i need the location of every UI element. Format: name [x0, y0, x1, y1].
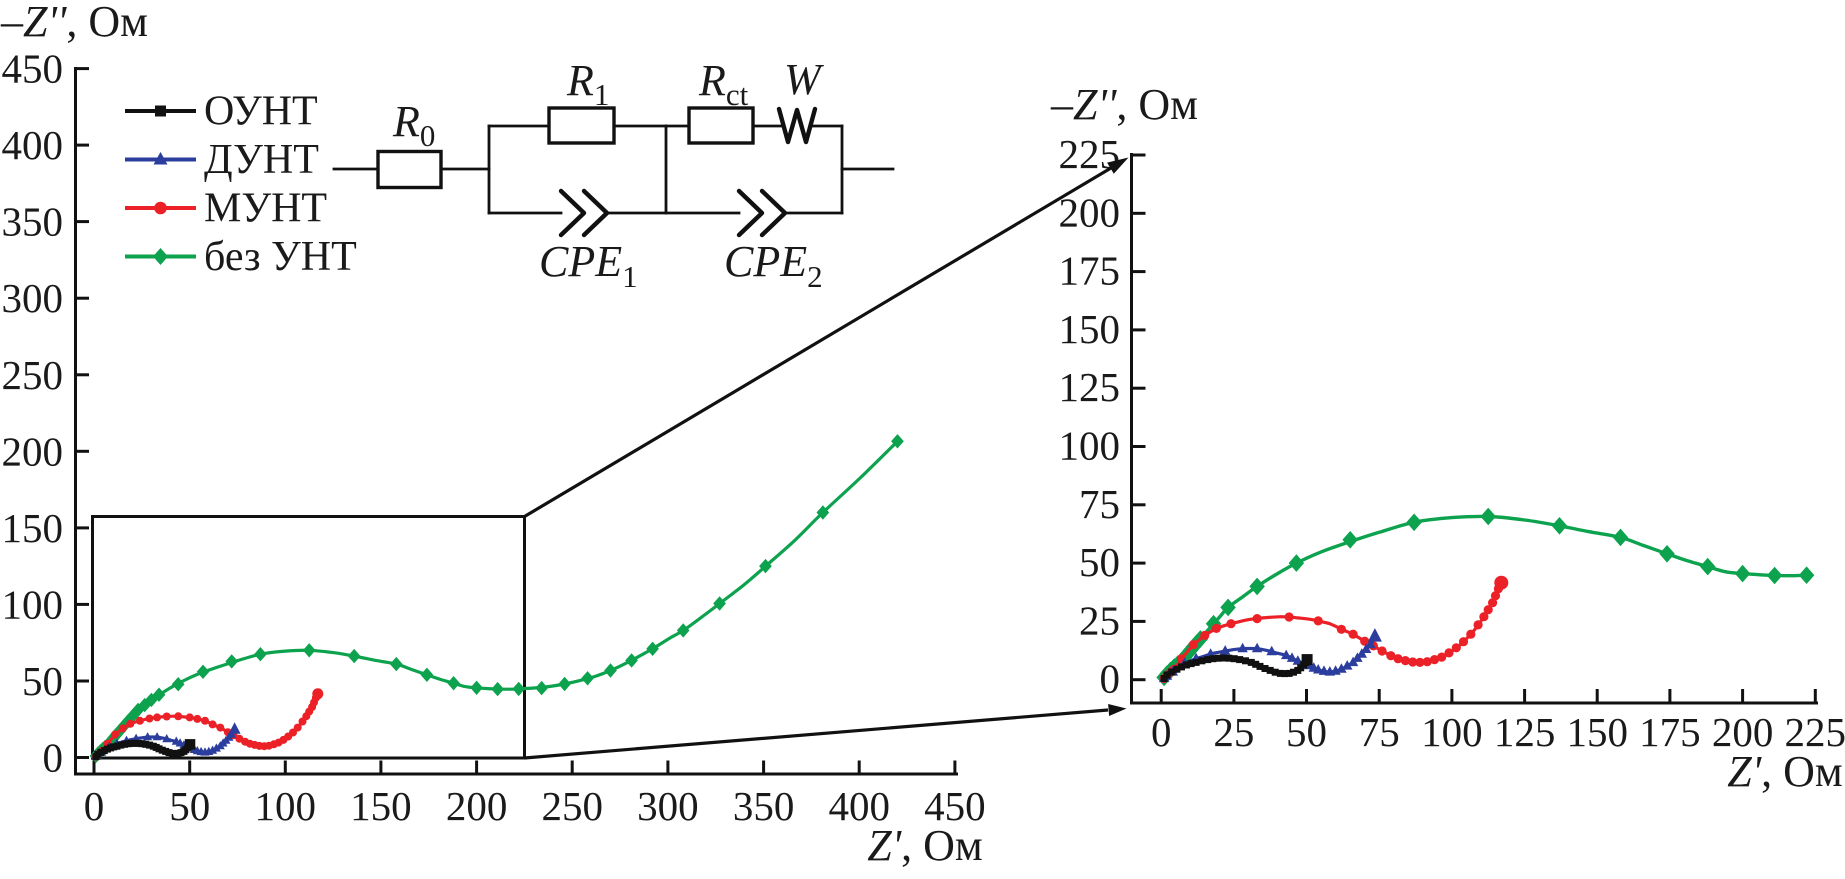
svg-text:ДУНТ: ДУНТ — [204, 137, 319, 183]
svg-text:ОУНТ: ОУНТ — [204, 89, 318, 135]
svg-text:Z', Ом: Z', Ом — [867, 821, 983, 870]
svg-text:50: 50 — [1079, 539, 1120, 585]
svg-text:350: 350 — [2, 199, 64, 245]
svg-text:без УНТ: без УНТ — [204, 234, 357, 280]
svg-text:400: 400 — [828, 783, 890, 829]
svg-text:400: 400 — [2, 122, 64, 168]
svg-text:175: 175 — [1639, 709, 1701, 755]
svg-text:CPE2: CPE2 — [724, 237, 823, 294]
svg-text:250: 250 — [541, 783, 603, 829]
svg-text:МУНТ: МУНТ — [204, 186, 327, 232]
svg-text:R1: R1 — [566, 56, 609, 112]
svg-text:–Z'', Ом: –Z'', Ом — [0, 0, 148, 46]
svg-text:–Z'', Ом: –Z'', Ом — [1050, 80, 1198, 129]
svg-text:100: 100 — [1421, 709, 1483, 755]
svg-text:125: 125 — [1494, 709, 1556, 755]
svg-text:250: 250 — [2, 352, 64, 398]
svg-text:150: 150 — [350, 783, 412, 829]
svg-text:50: 50 — [169, 783, 210, 829]
svg-text:200: 200 — [1712, 709, 1774, 755]
svg-text:200: 200 — [446, 783, 508, 829]
svg-text:W: W — [784, 55, 824, 104]
svg-text:50: 50 — [22, 658, 63, 704]
svg-text:0: 0 — [1100, 656, 1121, 702]
svg-text:25: 25 — [1213, 709, 1254, 755]
svg-text:Z', Ом: Z', Ом — [1727, 747, 1843, 796]
svg-text:450: 450 — [2, 46, 64, 92]
svg-text:75: 75 — [1079, 481, 1120, 527]
svg-text:225: 225 — [1059, 131, 1121, 177]
svg-text:75: 75 — [1359, 709, 1400, 755]
svg-text:150: 150 — [1059, 306, 1121, 352]
svg-text:150: 150 — [2, 505, 64, 551]
svg-text:25: 25 — [1079, 597, 1120, 643]
svg-text:125: 125 — [1059, 364, 1121, 410]
svg-text:0: 0 — [43, 735, 64, 781]
svg-text:CPE1: CPE1 — [539, 237, 638, 294]
svg-text:175: 175 — [1059, 248, 1121, 294]
svg-text:450: 450 — [924, 783, 986, 829]
svg-text:100: 100 — [255, 783, 317, 829]
svg-text:200: 200 — [1059, 189, 1121, 235]
svg-text:50: 50 — [1286, 709, 1327, 755]
svg-text:300: 300 — [2, 275, 64, 321]
svg-text:0: 0 — [84, 783, 105, 829]
svg-text:100: 100 — [1059, 423, 1121, 469]
svg-text:100: 100 — [2, 581, 64, 627]
svg-text:350: 350 — [733, 783, 795, 829]
svg-text:200: 200 — [2, 428, 64, 474]
svg-text:300: 300 — [637, 783, 699, 829]
svg-text:225: 225 — [1785, 709, 1845, 755]
svg-text:150: 150 — [1566, 709, 1628, 755]
svg-text:0: 0 — [1151, 709, 1172, 755]
